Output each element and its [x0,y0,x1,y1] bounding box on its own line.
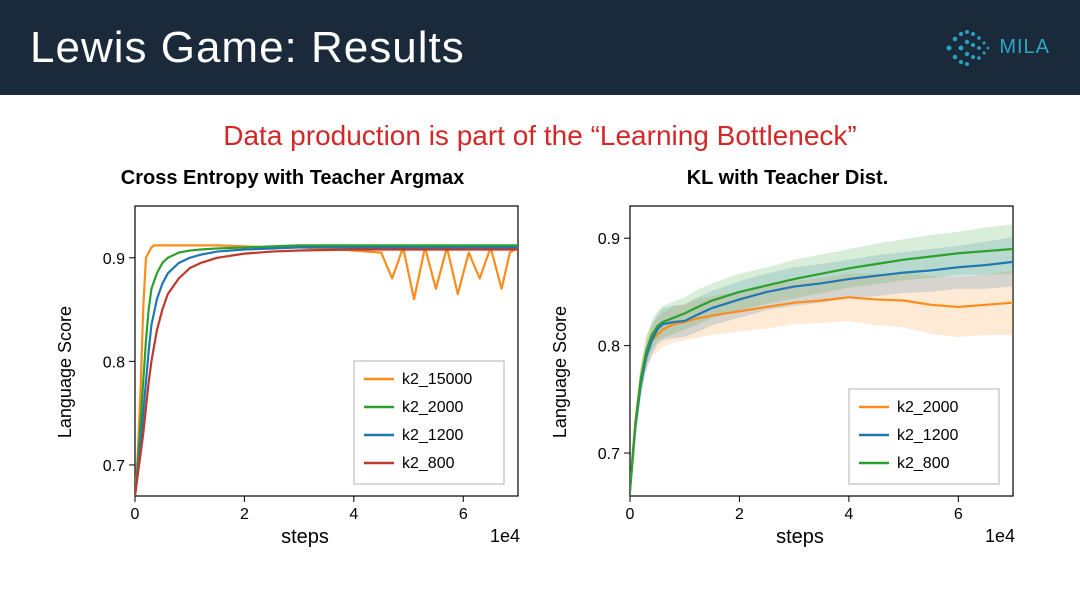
chart-left-panel: Cross Entropy with Teacher Argmax Langua… [55,167,530,549]
svg-text:0.7: 0.7 [598,446,620,463]
slide-header: Lewis Game: Results MILA [0,0,1080,95]
subtitle: Data production is part of the “Learning… [0,120,1080,152]
svg-text:6: 6 [459,506,468,523]
subtitle-row: Data production is part of the “Learning… [0,95,1080,162]
svg-text:k2_800: k2_800 [897,455,950,472]
chart-left-xexp: 1e4 [490,526,520,547]
svg-text:0: 0 [626,506,635,523]
chart-right-plot: 0 2 4 6 0.7 0.8 0.9 k2_2000 k2_1200 k2_800 [575,196,1025,526]
svg-text:2: 2 [735,506,744,523]
brain-icon [939,25,991,71]
svg-text:k2_15000: k2_15000 [402,371,472,388]
svg-text:2: 2 [240,506,249,523]
svg-text:0: 0 [131,506,140,523]
svg-text:6: 6 [954,506,963,523]
chart-right-ylabel: Language Score [550,306,571,438]
svg-text:k2_2000: k2_2000 [402,399,463,416]
chart-right-title: KL with Teacher Dist. [687,167,889,190]
logo-text: MILA [999,36,1050,59]
svg-text:4: 4 [349,506,358,523]
chart-left-plot: 0 2 4 6 0.7 0.8 0.9 k2_15000 k2_2000 k2_1200 k2_80… [80,196,530,526]
svg-text:k2_1200: k2_1200 [897,427,958,444]
svg-text:k2_2000: k2_2000 [897,399,958,416]
mila-logo: MILA [939,25,1050,71]
chart-right-xlabel: steps [776,526,824,549]
chart-left-title: Cross Entropy with Teacher Argmax [121,167,464,190]
charts-row: Cross Entropy with Teacher Argmax Langua… [0,162,1080,549]
chart-right-panel: KL with Teacher Dist. Language Score 0 2 4… [550,167,1025,549]
svg-text:4: 4 [844,506,853,523]
svg-text:0.9: 0.9 [103,251,125,268]
chart-right-xexp: 1e4 [985,526,1015,547]
svg-text:0.9: 0.9 [598,231,620,248]
svg-text:0.7: 0.7 [103,458,125,475]
svg-text:k2_800: k2_800 [402,455,455,472]
chart-left-ylabel: Language Score [55,306,76,438]
svg-text:0.8: 0.8 [103,354,125,371]
chart-left-xlabel: steps [281,526,329,549]
svg-text:k2_1200: k2_1200 [402,427,463,444]
svg-text:0.8: 0.8 [598,339,620,356]
slide-title: Lewis Game: Results [30,23,465,73]
